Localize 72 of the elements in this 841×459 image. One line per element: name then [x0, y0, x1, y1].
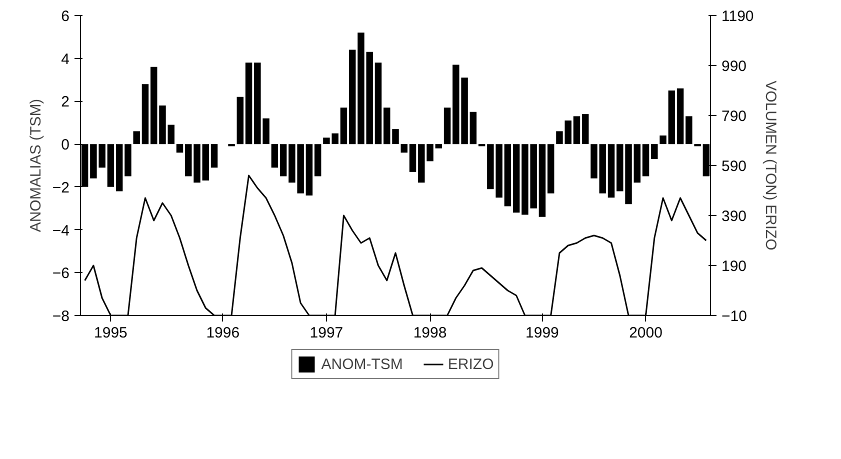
bar — [374, 62, 382, 144]
bar — [573, 116, 580, 144]
x-tick-label: 1995 — [94, 324, 128, 342]
y-axis-title: ANOMALIAS (TSM) — [27, 98, 44, 232]
bar — [547, 144, 554, 194]
bar — [340, 108, 348, 144]
x-tick-label: 2000 — [629, 324, 662, 342]
bar — [470, 112, 477, 144]
legend-label: ERIZO — [448, 356, 494, 372]
bar — [504, 144, 512, 206]
x-tick-label: 1999 — [526, 324, 559, 342]
bar — [124, 144, 132, 176]
bar — [185, 144, 192, 176]
bar — [133, 131, 140, 144]
bar — [642, 144, 650, 176]
x-tick-label: 1996 — [206, 324, 240, 342]
y2-axis-title: VOLUMEN (TON) ERIZO — [762, 80, 779, 250]
y2-tick-label: 590 — [722, 158, 747, 175]
bar — [348, 50, 356, 144]
bar — [107, 144, 114, 187]
bar — [634, 144, 641, 183]
bar — [435, 144, 442, 148]
bar — [625, 144, 632, 204]
y-tick-label: −8 — [52, 308, 70, 325]
x-tick-label: 1997 — [310, 324, 344, 342]
y2-tick-label: 790 — [722, 108, 747, 125]
y2-tick-label: −10 — [722, 308, 747, 325]
y-tick-label: −2 — [52, 179, 70, 196]
bar — [444, 108, 451, 144]
y-tick-label: −6 — [52, 265, 70, 282]
bar — [400, 144, 408, 153]
y-tick-label: −4 — [52, 222, 70, 240]
bar — [409, 144, 416, 172]
bar — [210, 144, 218, 168]
bar — [271, 144, 278, 168]
bar — [384, 108, 390, 144]
bar — [202, 144, 210, 180]
x-tick-label: 1998 — [413, 324, 447, 342]
bar — [616, 144, 624, 192]
y2-tick-label: 390 — [722, 208, 747, 225]
bar — [512, 144, 520, 213]
bar — [392, 129, 399, 144]
bar — [582, 114, 589, 144]
bar — [245, 62, 252, 144]
legend-label: ANOM-TSM — [321, 356, 403, 372]
bar — [150, 66, 158, 144]
y2-tick-label: 1190 — [722, 8, 754, 25]
bar — [236, 96, 244, 144]
bar — [280, 144, 287, 176]
y-tick-label: 4 — [61, 50, 70, 68]
bar — [668, 90, 676, 144]
y2-tick-label: 190 — [722, 258, 747, 275]
bar — [142, 84, 149, 144]
bar — [599, 144, 606, 194]
bar — [116, 144, 123, 192]
bar — [608, 144, 615, 198]
bar — [314, 144, 322, 176]
y2-tick-label: 990 — [722, 58, 747, 75]
bar — [686, 116, 692, 144]
bar — [660, 136, 666, 144]
bar — [159, 106, 166, 144]
bar — [676, 88, 684, 144]
bar — [168, 124, 174, 144]
bar — [306, 144, 313, 196]
y-tick-label: 2 — [61, 94, 70, 111]
bar — [194, 144, 200, 183]
y-tick-label: 0 — [61, 136, 70, 154]
bar — [176, 144, 184, 153]
bar — [538, 144, 546, 217]
y-tick-label: 6 — [61, 8, 70, 25]
bar — [651, 144, 658, 160]
bar — [590, 144, 598, 178]
